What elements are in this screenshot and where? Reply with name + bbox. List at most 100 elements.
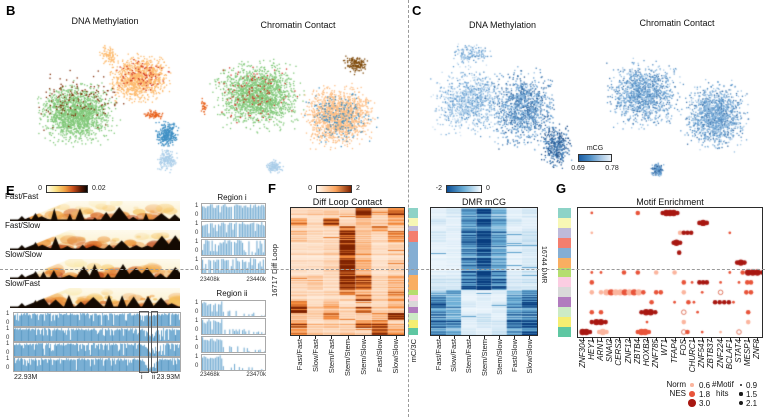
mcg-colorbar-title: mCG — [586, 145, 604, 152]
g-gene-label: HOXB2 — [642, 339, 651, 367]
e-axis-start: 22.93M — [14, 374, 38, 381]
track-scale-max: 1 — [6, 356, 10, 362]
legend-nes-dot — [690, 383, 694, 387]
hic-map-label: Fast/Slow — [5, 221, 41, 230]
region-ii-track — [201, 318, 266, 335]
region-i-track — [201, 221, 266, 238]
tsne-scatter-c-contact — [592, 36, 762, 181]
g-xtick-mark — [582, 338, 584, 341]
region-i-box — [139, 311, 149, 373]
g-xtick-mark — [683, 338, 685, 341]
f-xtick-label: Stem/Stem — [479, 339, 489, 377]
region-i-axis-end: 23440k — [246, 277, 266, 283]
motif-enrichment-dotplot — [577, 207, 763, 338]
dmr-heatmap-title: DMR mCG — [462, 197, 506, 207]
g-gene-label: WT1 — [660, 339, 670, 356]
diff-colorbar-min: 0 — [308, 185, 312, 192]
cluster-strip-segment — [408, 231, 418, 242]
legend-hits-value: 2.1 — [746, 399, 758, 408]
region-ii-track — [201, 336, 266, 353]
hic-map-slow-fast — [10, 288, 180, 308]
legend-nes-dot — [689, 391, 695, 397]
legend-nes-value: 0.6 — [699, 381, 711, 390]
g-xtick-mark — [693, 338, 694, 341]
mcg-colorbar-min: 0.69 — [571, 165, 585, 172]
g-xtick-mark — [601, 338, 602, 341]
cluster-color-strip-f — [408, 208, 418, 335]
g-gene-label: HEY1 — [586, 339, 596, 360]
g-gene-label: BCLAF1 — [724, 339, 734, 370]
hic-map-fast-fast — [10, 201, 180, 221]
g-xtick-mark — [757, 338, 759, 341]
dmr-colorbar-min: -2 — [435, 185, 442, 192]
legend-nes-value: 1.8 — [699, 390, 711, 399]
cluster-strip-segment — [408, 242, 418, 275]
horizontal-dashed-guide — [0, 269, 765, 270]
g-xtick-mark — [739, 338, 740, 341]
f-xtick-label: Fast/Slow — [509, 339, 519, 372]
diff-colorbar-max: 2 — [356, 185, 360, 192]
f-xtick-label: Slow/Fast — [449, 339, 459, 372]
f-xtick-label: Stem/Stem — [343, 339, 352, 377]
f-xtick-mark — [468, 336, 470, 339]
diff-colorbar — [316, 185, 352, 193]
track-scale-min: 0 — [195, 327, 199, 333]
f-xtick-label: Slow/Slow — [524, 339, 534, 374]
track-scale-min: 0 — [6, 320, 10, 326]
cluster-color-strip-g — [558, 208, 571, 337]
f-xtick-mark — [453, 336, 455, 339]
mcg-colorbar — [578, 154, 612, 162]
legend-hits-value: 1.5 — [746, 390, 758, 399]
f-strip-label: mC/3C — [409, 339, 418, 363]
legend-hits-dot — [738, 400, 744, 406]
dmr-colorbar-max: 0 — [486, 185, 490, 192]
f-xtick-mark — [499, 336, 501, 339]
methylation-track — [13, 312, 181, 327]
g-gene-label: ZNF12 — [623, 339, 633, 364]
f-xtick-mark — [514, 336, 516, 339]
g-xtick-mark — [720, 338, 722, 341]
g-xtick-mark — [656, 338, 658, 341]
region-i-track — [201, 257, 266, 274]
dmr-heatmap — [430, 207, 538, 336]
panel-e-label: E — [6, 183, 15, 198]
f-xtick-mark — [438, 336, 440, 339]
panel-c-label: C — [412, 3, 422, 18]
legend-hits-title-2: hits — [716, 389, 729, 398]
region-ii-mark: ii — [152, 374, 156, 381]
f-xtick-mark — [379, 336, 381, 339]
region-i-title: Region i — [217, 193, 247, 202]
tsne-title: Chromatin Contact — [260, 20, 336, 30]
legend-hits-dot — [739, 392, 743, 396]
f-xtick-mark — [347, 336, 349, 339]
hic-colorbar-min: 0 — [38, 185, 42, 192]
track-scale-max: 1 — [195, 318, 199, 324]
g-gene-label: ZNF785 — [651, 339, 661, 368]
cluster-strip-segment — [408, 301, 418, 307]
e-axis-end: 23.93M — [156, 374, 180, 381]
cluster-strip-segment — [558, 217, 571, 228]
legend-nes-title-2: NES — [669, 389, 686, 398]
hic-map-fast-slow — [10, 230, 180, 250]
track-scale-min: 0 — [195, 363, 199, 369]
g-gene-label: CERS2 — [614, 339, 624, 366]
hic-colorbar — [46, 185, 88, 193]
cluster-strip-segment — [408, 275, 418, 290]
f-xtick-label: Fast/Slow — [375, 339, 385, 372]
region-ii-axis-start: 23468k — [200, 372, 220, 378]
track-scale-max: 1 — [195, 257, 199, 263]
tsne-title: Chromatin Contact — [639, 18, 715, 28]
track-scale-min: 0 — [195, 309, 199, 315]
g-gene-label: ZNF304 — [577, 339, 587, 368]
cluster-strip-segment — [558, 267, 571, 278]
region-ii-title: Region ii — [216, 289, 248, 298]
g-xtick-mark — [748, 338, 750, 341]
g-xtick-mark — [729, 338, 731, 341]
track-scale-min: 0 — [6, 335, 10, 341]
f-xtick-label: Fast/Fast — [434, 339, 444, 371]
hic-map-label: Slow/Fast — [5, 279, 41, 288]
legend-nes-value: 3.0 — [699, 399, 711, 408]
f-xtick-label: Stem/Fast — [326, 339, 336, 374]
legend-nes-dot — [688, 399, 696, 407]
